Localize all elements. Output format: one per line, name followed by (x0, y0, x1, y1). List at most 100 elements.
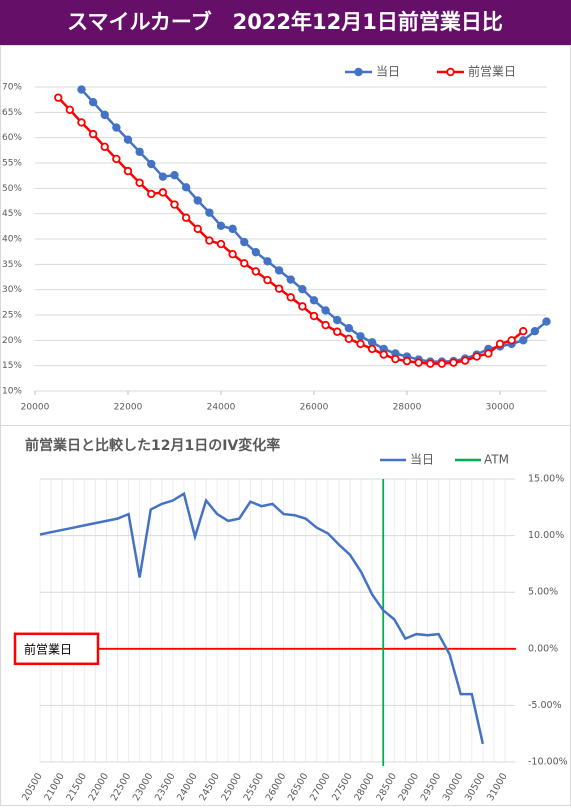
data-point (228, 249, 237, 259)
data-point (333, 327, 342, 336)
data-point (379, 350, 388, 359)
data-point (391, 354, 400, 364)
data-point (286, 293, 295, 302)
series-line (39, 491, 485, 745)
data-point (216, 239, 226, 249)
y-tick-label: 30% (2, 285, 22, 295)
y-tick-label: 70% (2, 83, 22, 93)
data-point (240, 259, 249, 268)
data-point (298, 284, 307, 294)
data-point (251, 267, 261, 276)
data-point (274, 266, 284, 275)
data-point (88, 129, 98, 139)
legend-label: 当日 (376, 65, 400, 79)
data-point (356, 332, 365, 341)
data-point (77, 85, 86, 94)
y2-tick-label: 15.00% (528, 474, 564, 485)
x-tick-label: 22000 (114, 403, 143, 413)
data-point (147, 189, 156, 199)
data-point (147, 159, 156, 169)
data-point (158, 188, 168, 197)
data-point (333, 315, 342, 325)
data-point (135, 147, 144, 157)
data-point (519, 327, 528, 336)
data-point (135, 178, 144, 187)
data-point (309, 311, 319, 321)
data-point (344, 334, 354, 344)
data-point (170, 170, 179, 180)
data-point (123, 135, 133, 144)
data-point (286, 275, 295, 284)
data-point (181, 213, 191, 222)
legend-marker (354, 67, 363, 77)
data-point (263, 275, 272, 285)
data-point (112, 154, 121, 164)
data-point (88, 97, 98, 107)
data-point (507, 336, 516, 345)
data-point (170, 200, 179, 209)
y-tick-label: 50% (2, 184, 22, 194)
data-point (100, 142, 109, 151)
y-tick-label: 55% (2, 159, 22, 169)
data-point (426, 359, 435, 368)
y2-tick-label: 0.00% (528, 643, 558, 654)
data-point (414, 358, 423, 367)
data-point (251, 247, 261, 257)
x-tick-label: 24000 (207, 403, 236, 413)
data-point (495, 339, 505, 349)
data-point (472, 352, 481, 361)
header-title: スマイルカーブ 2022年12月1日前営業日比 (67, 10, 503, 34)
data-point (321, 306, 330, 315)
data-point (344, 323, 354, 333)
data-point (228, 224, 237, 234)
data-point (309, 296, 319, 305)
data-point (100, 110, 109, 120)
data-point (112, 123, 121, 132)
y2-tick-label: 10.00% (528, 530, 564, 541)
y-tick-label: 65% (2, 108, 22, 118)
data-point (205, 236, 214, 245)
data-point (542, 317, 551, 326)
data-point (402, 356, 412, 366)
data-point (356, 339, 365, 349)
reference-label: 前営業日 (24, 641, 72, 656)
y-tick-label: 45% (2, 209, 22, 219)
reference-box (13, 632, 100, 666)
data-point (193, 224, 202, 234)
data-point (530, 327, 540, 336)
data-point (54, 93, 63, 102)
data-point (181, 183, 191, 192)
data-point (193, 196, 202, 205)
y2-tick-label: -5.00% (528, 700, 562, 711)
y-tick-label: 10% (2, 387, 22, 397)
data-point (460, 356, 470, 365)
data-point (367, 344, 377, 354)
data-point (298, 302, 307, 311)
x-tick-label: 26000 (300, 403, 329, 413)
chart-title: 前営業日と比較した12月1日のIV変化率 (25, 437, 280, 454)
x-tick-label: 28000 (393, 403, 422, 413)
header-band (0, 0, 571, 45)
data-point (484, 349, 493, 358)
y2-tick-label: 5.00% (528, 587, 558, 598)
data-point (240, 237, 249, 247)
data-point (519, 336, 528, 345)
data-point (123, 166, 133, 176)
data-point (65, 105, 75, 114)
y-tick-label: 15% (2, 361, 22, 371)
data-point (449, 358, 458, 367)
y-tick-label: 20% (2, 336, 22, 346)
y-tick-label: 60% (2, 133, 22, 143)
y-tick-label: 40% (2, 235, 22, 245)
data-point (216, 221, 226, 231)
data-point (274, 284, 284, 293)
data-point (437, 359, 447, 368)
legend-marker (446, 67, 455, 77)
y-tick-label: 35% (2, 260, 22, 270)
data-point (321, 320, 330, 330)
legend-label: 当日 (410, 453, 434, 467)
y-tick-label: 25% (2, 311, 22, 321)
x-tick-label: 20000 (21, 403, 50, 413)
legend-label: ATM (484, 453, 509, 467)
